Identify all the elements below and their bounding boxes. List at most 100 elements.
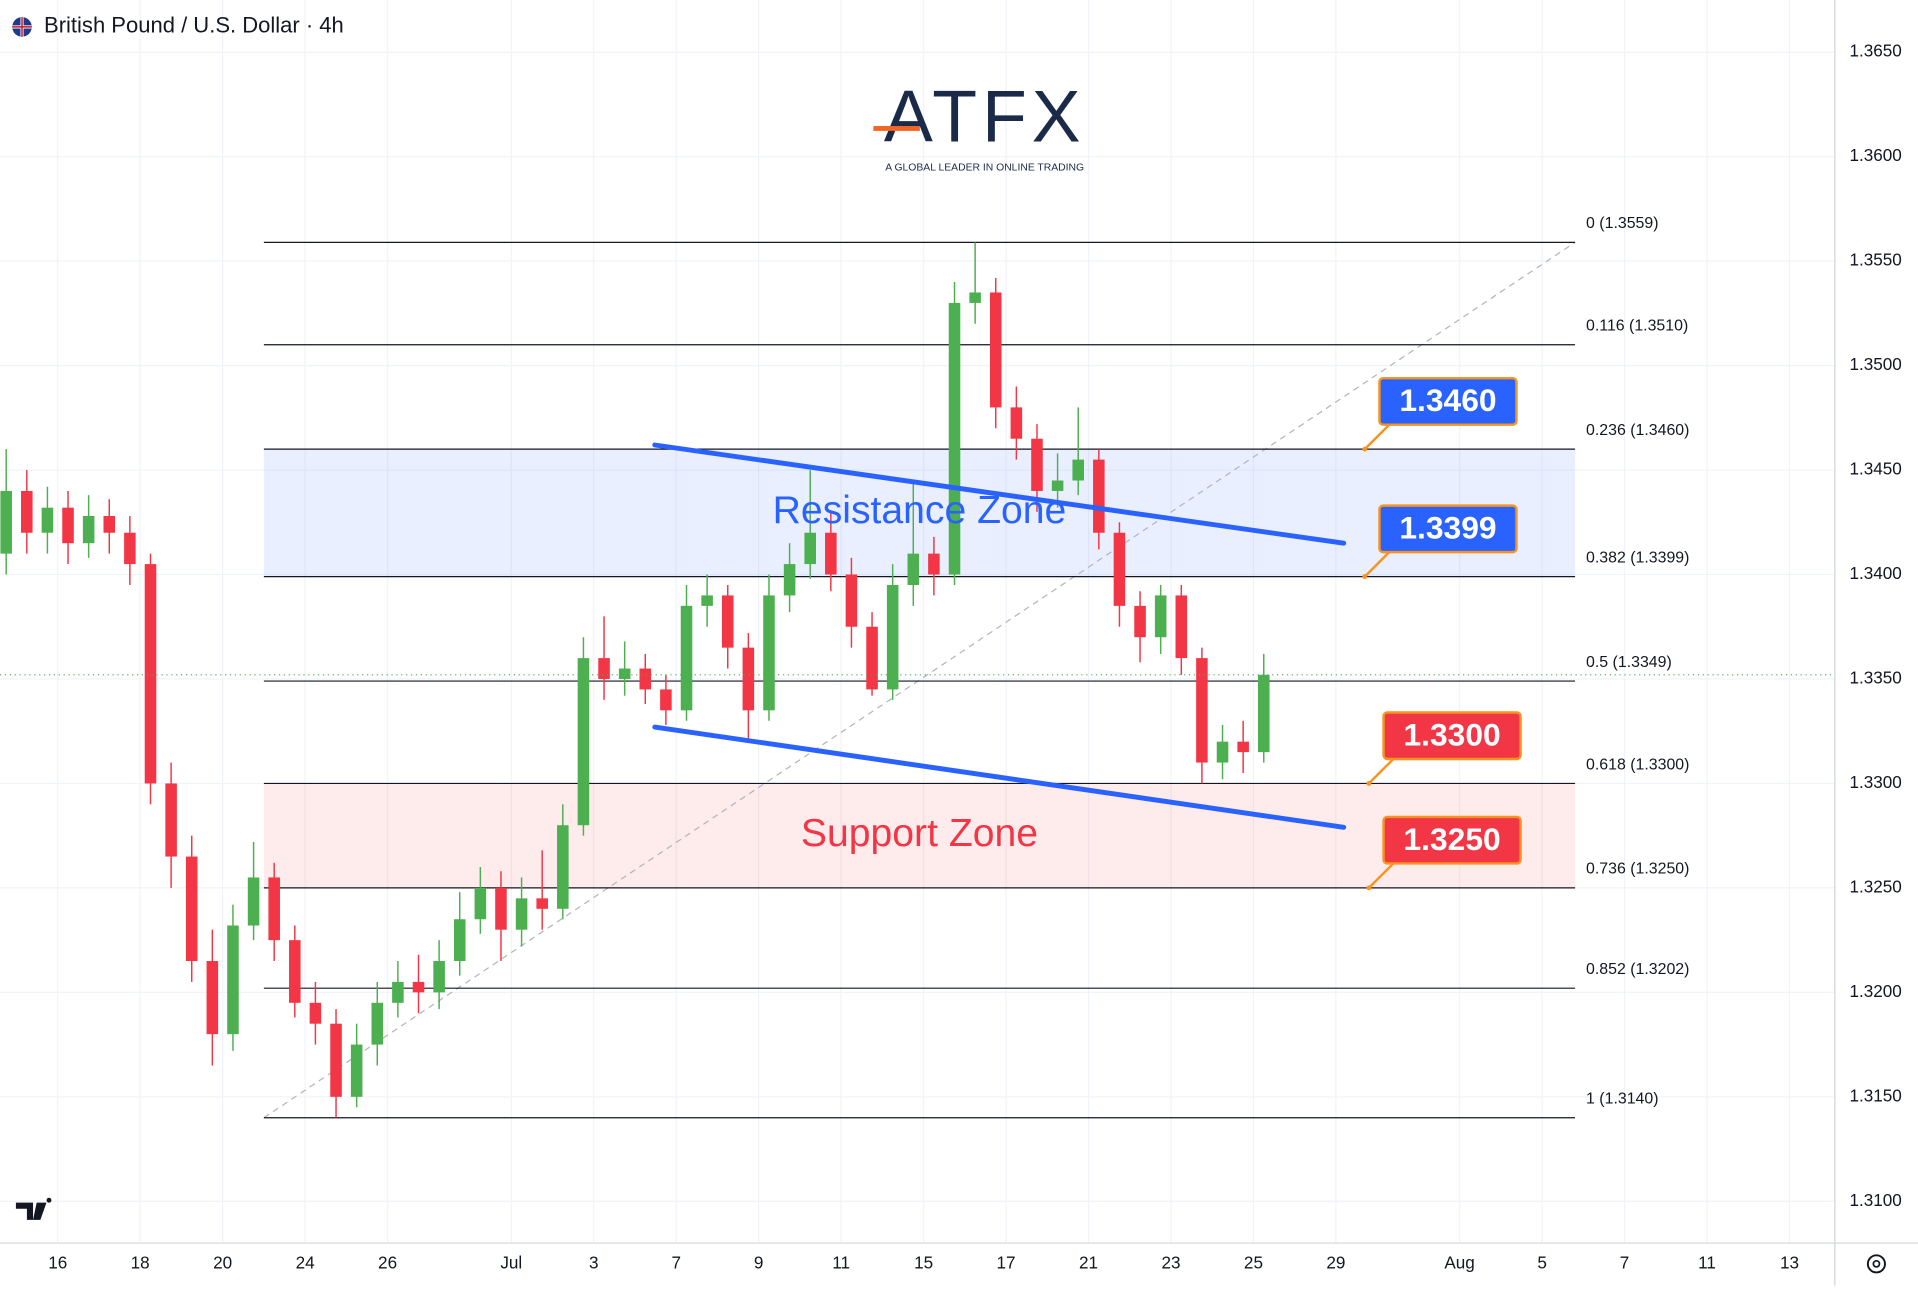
candle-body — [577, 658, 590, 826]
candle-body — [742, 647, 755, 711]
x-tick-label: 29 — [1326, 1253, 1345, 1272]
candle-body — [1031, 438, 1043, 491]
candle-body — [969, 292, 981, 303]
fib-label: 1 (1.3140) — [1586, 1091, 1658, 1108]
y-tick-label: 1.3100 — [1850, 1191, 1902, 1210]
candle-body — [165, 783, 177, 857]
candle-body — [886, 584, 899, 690]
candle-body — [1051, 480, 1064, 491]
chart-title: British Pound / U.S. Dollar · 4h — [44, 13, 344, 38]
callout-pointer — [1363, 551, 1391, 578]
x-tick-label: 7 — [1620, 1253, 1630, 1272]
candle-body — [660, 689, 672, 711]
fib-label: 0.618 (1.3300) — [1586, 756, 1689, 773]
candle-body — [21, 490, 33, 533]
candle-body — [1010, 407, 1023, 439]
y-tick-label: 1.3450 — [1850, 460, 1902, 479]
candle-body — [1237, 741, 1249, 753]
settings-icon[interactable] — [1866, 1254, 1886, 1274]
x-tick-label: 26 — [378, 1253, 397, 1272]
fib-label: 0.736 (1.3250) — [1586, 861, 1689, 878]
x-tick-label: 15 — [914, 1253, 933, 1272]
candle-body — [371, 1002, 384, 1045]
callout-box — [1382, 711, 1522, 761]
callout-box — [1382, 815, 1522, 865]
y-tick-label: 1.3300 — [1850, 773, 1902, 792]
candle-body — [1113, 532, 1126, 606]
fib-label: 0 (1.3559) — [1586, 215, 1658, 232]
candle-body — [515, 898, 528, 930]
candle-body — [1072, 459, 1084, 481]
candle-body — [1093, 459, 1105, 533]
x-tick-label: Aug — [1444, 1253, 1474, 1272]
callout-anchor — [1362, 574, 1368, 580]
callout-pointer — [1363, 423, 1391, 451]
logo-name: ATFX — [884, 76, 1086, 158]
symbol-icon — [12, 17, 32, 37]
x-tick-label: 20 — [213, 1253, 232, 1272]
candle-body — [1257, 674, 1270, 753]
axes: 1.3100 1.3150 1.3200 1.3250 1.3300 1.3350 1.34… — [48, 42, 1902, 1273]
callout-box — [1378, 376, 1518, 426]
callout-label: 1.3300 — [1403, 716, 1500, 752]
tradingview-logo — [15, 1197, 52, 1220]
channel-line — [652, 442, 1347, 546]
candle-body — [639, 668, 652, 690]
x-tick-label: 25 — [1244, 1253, 1263, 1272]
candle-body — [433, 961, 445, 993]
zones — [263, 449, 1576, 888]
x-tick-label: 9 — [754, 1253, 764, 1272]
candle-body — [989, 292, 1002, 408]
y-tick-label: 1.3350 — [1850, 668, 1902, 687]
candle-body — [82, 516, 95, 544]
candle-body — [0, 490, 12, 554]
x-tick-label: 21 — [1079, 1253, 1098, 1272]
fib-trend — [263, 241, 1576, 1119]
candle-body — [1196, 658, 1208, 763]
zone — [263, 449, 1576, 577]
x-tick-label: 17 — [997, 1253, 1016, 1272]
x-tick-label: 23 — [1161, 1253, 1180, 1272]
candle-body — [62, 507, 74, 544]
zone-label: Support Zone — [801, 812, 1038, 855]
fib-label: 0.852 (1.3202) — [1586, 961, 1689, 978]
x-tick-label: 5 — [1537, 1253, 1547, 1272]
y-tick-label: 1.3200 — [1850, 982, 1902, 1001]
candle-body — [144, 564, 157, 784]
fibonacci: 0 (1.3559) 0.116 (1.3510) 0.236 (1.3460) 0.… — [263, 215, 1689, 1119]
y-tick-label: 1.3650 — [1850, 42, 1902, 61]
candle-body — [124, 532, 136, 565]
candle-body — [412, 981, 425, 993]
logo: ATFX A GLOBAL LEADER IN ONLINE TRADING — [873, 76, 1086, 173]
candle-body — [598, 658, 610, 679]
candle-body — [392, 981, 404, 1003]
candle-body — [41, 507, 54, 533]
candle-body — [1134, 605, 1146, 638]
callout-pointer — [1368, 862, 1395, 889]
candle-body — [928, 553, 940, 575]
y-tick-label: 1.3600 — [1850, 146, 1902, 165]
callout-anchor — [1366, 885, 1372, 891]
y-tick-label: 1.3550 — [1850, 251, 1902, 270]
callout-pointer — [1368, 758, 1395, 785]
y-tick-label: 1.3150 — [1850, 1086, 1902, 1105]
x-tick-label: 7 — [671, 1253, 681, 1272]
candle-body — [907, 553, 920, 585]
callout-box — [1378, 504, 1518, 554]
candle-body — [103, 516, 116, 533]
fib-label: 0.5 (1.3349) — [1586, 654, 1672, 671]
grid — [0, 0, 1835, 1244]
candle-body — [557, 825, 569, 909]
callout-anchor — [1366, 780, 1372, 786]
candle-body — [330, 1023, 342, 1097]
x-tick-label: 24 — [296, 1253, 316, 1272]
x-tick-label: 3 — [589, 1253, 599, 1272]
x-tick-label: 16 — [48, 1253, 67, 1272]
candle-body — [721, 595, 734, 648]
fib-label: 0.382 (1.3399) — [1586, 549, 1689, 566]
candle-body — [309, 1002, 322, 1024]
candle-body — [866, 626, 878, 690]
